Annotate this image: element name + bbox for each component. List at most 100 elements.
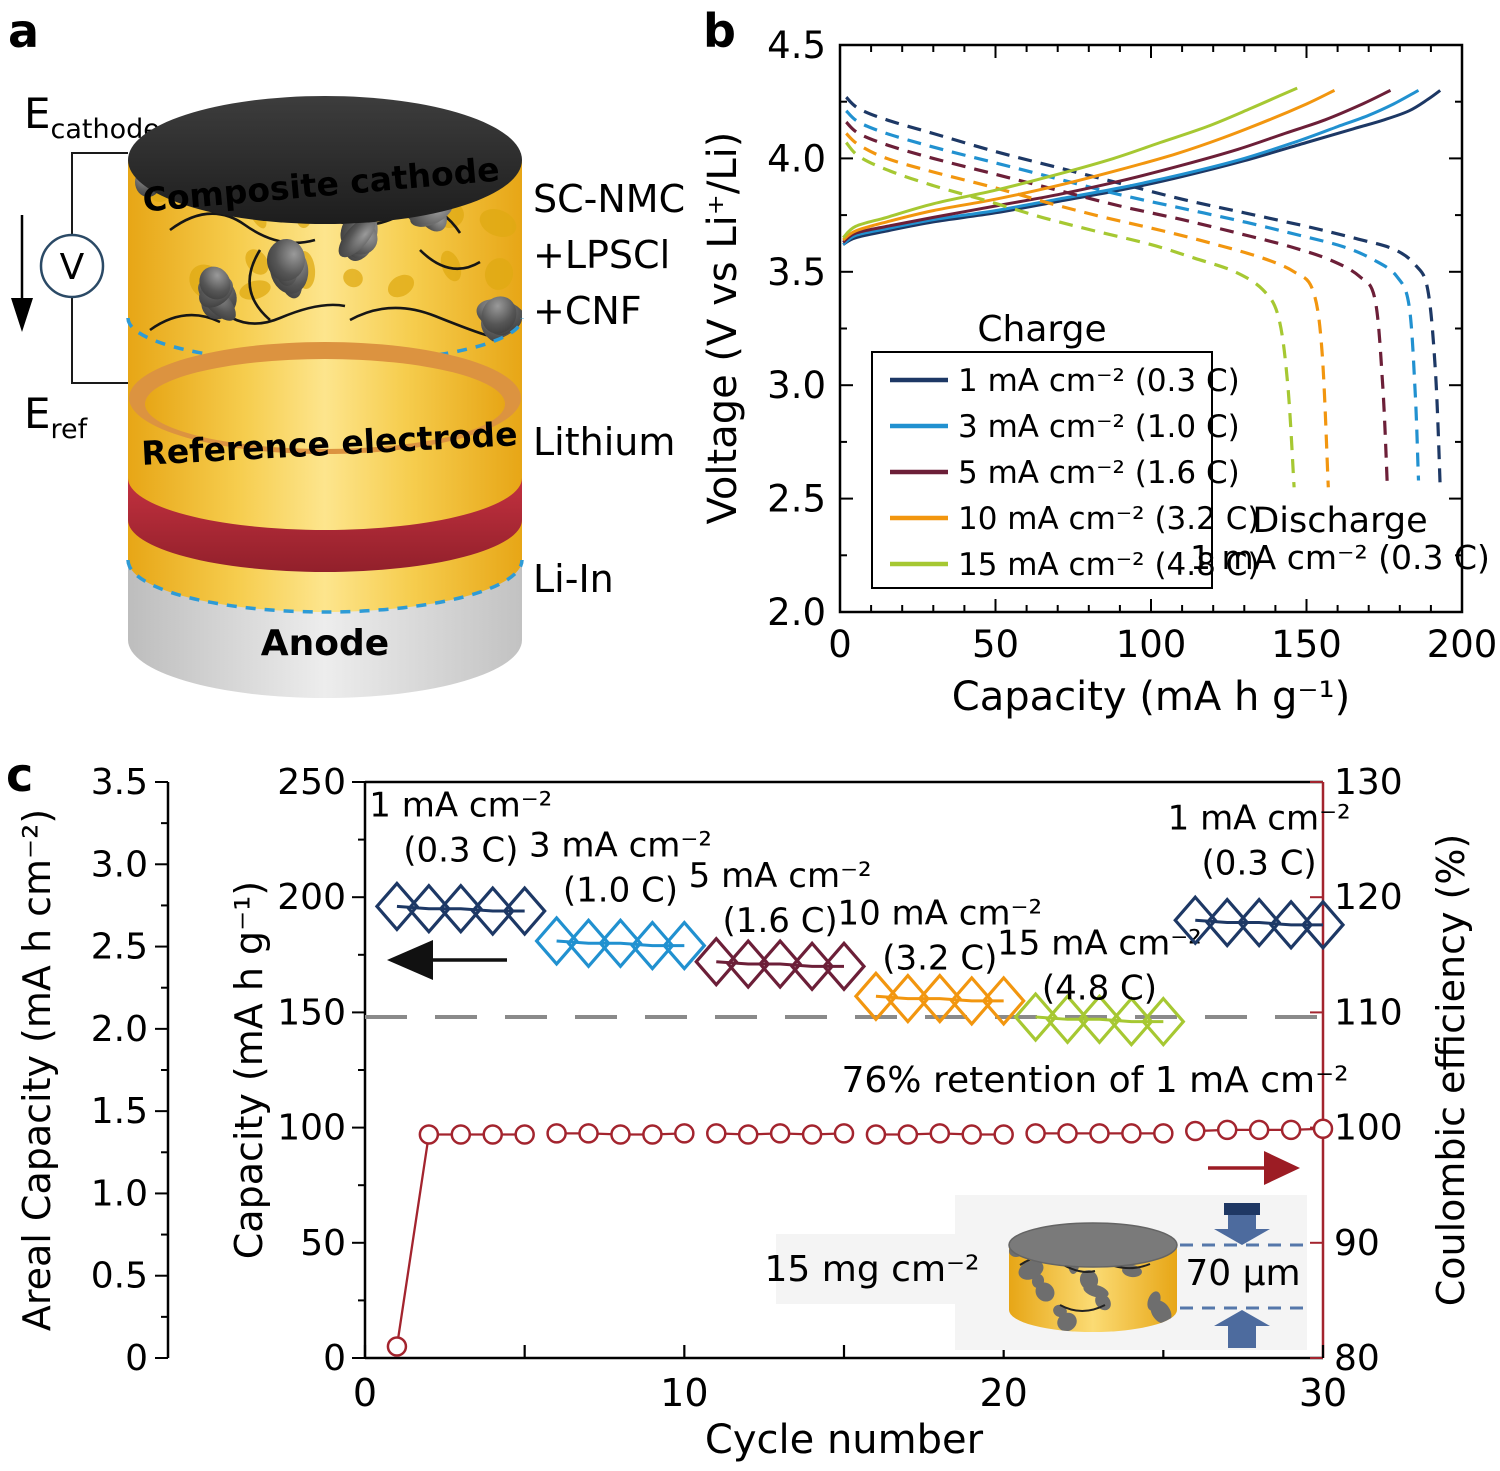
ce-marker: [674, 1123, 695, 1144]
material-sc-nmc: SC-NMC: [533, 177, 685, 221]
c-x-tick-label: 0: [353, 1371, 377, 1415]
capacity-diamond-marker: [438, 883, 483, 935]
ce-marker: [737, 1124, 759, 1145]
ce-marker: [1025, 1123, 1046, 1144]
ce-marker: [514, 1124, 535, 1145]
ce-marker: [706, 1123, 727, 1144]
inset-particle: [1079, 1270, 1099, 1290]
ce-marker: [1185, 1120, 1206, 1142]
ce-marker: [1312, 1118, 1334, 1140]
ce-marker: [578, 1123, 599, 1144]
press-arrow-up-shaft: [1228, 1326, 1256, 1348]
cnf-fiber: [248, 249, 271, 321]
cnf-fiber: [419, 249, 481, 270]
b-discharge-annotation: Discharge: [1252, 501, 1427, 541]
capacity-diamond-marker: [949, 975, 994, 1027]
capacity-diamond-marker: [566, 917, 611, 969]
b-legend-item-label: 1 mA cm⁻² (0.3 C): [958, 363, 1240, 399]
cathode-particle: [199, 266, 231, 300]
lithium-text: Lithium: [533, 420, 675, 464]
rate-annotation-line1: 5 mA cm⁻²: [689, 856, 872, 896]
capacity-tick-label: 250: [277, 762, 346, 803]
panel-b-chart: 0 50 100 150 200 2.0 2.5 3.0 3.5 4.0 4.5 Capacity (…: [700, 24, 1498, 720]
capacity-diamond-marker: [534, 915, 579, 967]
rate-annotation-line1: 1 mA cm⁻²: [1168, 799, 1351, 839]
press-arrow-down-shaft: [1228, 1215, 1256, 1231]
b-legend-item-label: 15 mA cm⁻² (4.8 C): [958, 547, 1259, 583]
b-x-tick-label: 200: [1427, 623, 1498, 666]
b-y-tick-label: 3.5: [767, 251, 826, 294]
rate-annotation-line1: 15 mA cm⁻²: [997, 923, 1202, 963]
capacity-diamond-marker: [1173, 894, 1218, 946]
b-discharge-rate-annotation: 1 mA cm⁻² (0.3 C): [1190, 538, 1490, 577]
c-x-tick-label: 10: [660, 1371, 708, 1415]
ce-tick-label: 110: [1334, 992, 1403, 1033]
capacity-diamond-marker: [726, 938, 771, 990]
panel-a-label: a: [8, 4, 40, 58]
areal-tick-label: 1.5: [91, 1091, 148, 1132]
inset-disk-top: [1008, 1222, 1178, 1268]
ce-tick-label: 130: [1334, 762, 1403, 803]
electrolyte-patch: [484, 258, 514, 290]
rate-annotation-line2: (0.3 C): [403, 831, 518, 871]
ce-tick-label: 90: [1334, 1223, 1380, 1264]
voltmeter-text: V: [60, 247, 85, 288]
inset-thickness-label: 70 µm: [1185, 1253, 1300, 1294]
ce-marker: [642, 1124, 663, 1145]
rate-annotation-line1: 10 mA cm⁻²: [837, 894, 1042, 934]
ce-marker: [1121, 1123, 1142, 1144]
capacity-diamond-marker: [1300, 899, 1346, 951]
cnf-fiber: [149, 313, 221, 332]
rate-annotation-line2: (3.2 C): [882, 939, 997, 979]
c-x-tick-label: 20: [979, 1371, 1027, 1415]
inset-particle: [1095, 1293, 1111, 1311]
b-x-tick-label: 50: [972, 623, 1019, 666]
inset-mass-label: 15 mg cm⁻²: [765, 1249, 980, 1290]
dashed-interface-bottom: [126, 559, 524, 614]
inset-particle: [1053, 1304, 1067, 1318]
capacity-tick-label: 50: [300, 1223, 346, 1264]
capacity-diamond-marker: [917, 973, 962, 1025]
e-ref-text: Eref: [24, 389, 89, 445]
b-x-axis-title: Capacity (mA h g⁻¹): [952, 674, 1350, 720]
panel-c-label: c: [6, 748, 34, 802]
charge-curve: [842, 89, 1336, 242]
capacity-diamond-marker: [1268, 899, 1314, 951]
ce-marker: [961, 1124, 982, 1145]
capacity-diamond-marker: [1205, 897, 1250, 948]
reference-ring-inner: [145, 359, 505, 449]
b-legend-item-label: 5 mA cm⁻² (1.6 C): [958, 455, 1240, 491]
press-arrow-down-head: [1214, 1229, 1270, 1245]
ce-axis-title: Coulombic efficiency (%): [1429, 834, 1473, 1307]
electrolyte-patch: [387, 274, 415, 298]
inset-bg-mass: [776, 1234, 972, 1304]
capacity-diamond-marker: [1077, 993, 1122, 1045]
capacity-diamond-marker: [694, 936, 739, 988]
capacity-diamond-marker: [1013, 991, 1058, 1043]
electrolyte-patch: [239, 280, 271, 300]
capacity-tick-label: 100: [277, 1108, 346, 1149]
cathode-composite-region: [135, 167, 522, 345]
rate-annotation-line2: (1.0 C): [563, 870, 678, 910]
c-x-tick-label: 30: [1299, 1371, 1347, 1415]
inset-particle: [1057, 1312, 1077, 1332]
ce-marker: [386, 1336, 408, 1357]
ce-tick-label: 100: [1334, 1108, 1403, 1149]
areal-tick-label: 0: [125, 1338, 148, 1379]
rate-annotation-line2: (1.6 C): [723, 901, 838, 941]
li-in-text: Li-In: [533, 557, 614, 601]
ce-marker: [1153, 1123, 1174, 1144]
left-axis-arrow-head: [387, 940, 433, 980]
capacity-diamond-marker: [821, 940, 867, 992]
capacity-diamond-marker: [470, 885, 515, 937]
b-legend-title: Charge: [977, 309, 1106, 350]
b-y-tick-label: 4.5: [767, 24, 826, 67]
ce-marker: [897, 1124, 919, 1145]
b-y-tick-label: 4.0: [767, 137, 826, 180]
c-x-axis-title: Cycle number: [705, 1417, 984, 1463]
lithium-band: [128, 478, 522, 572]
panel-a-schematic: V Ecathode Eref Reference electrode Comp…: [11, 89, 685, 698]
current-arrow-head: [11, 298, 33, 332]
capacity-tick-label: 200: [277, 877, 346, 918]
b-y-tick-label: 2.5: [767, 478, 826, 521]
